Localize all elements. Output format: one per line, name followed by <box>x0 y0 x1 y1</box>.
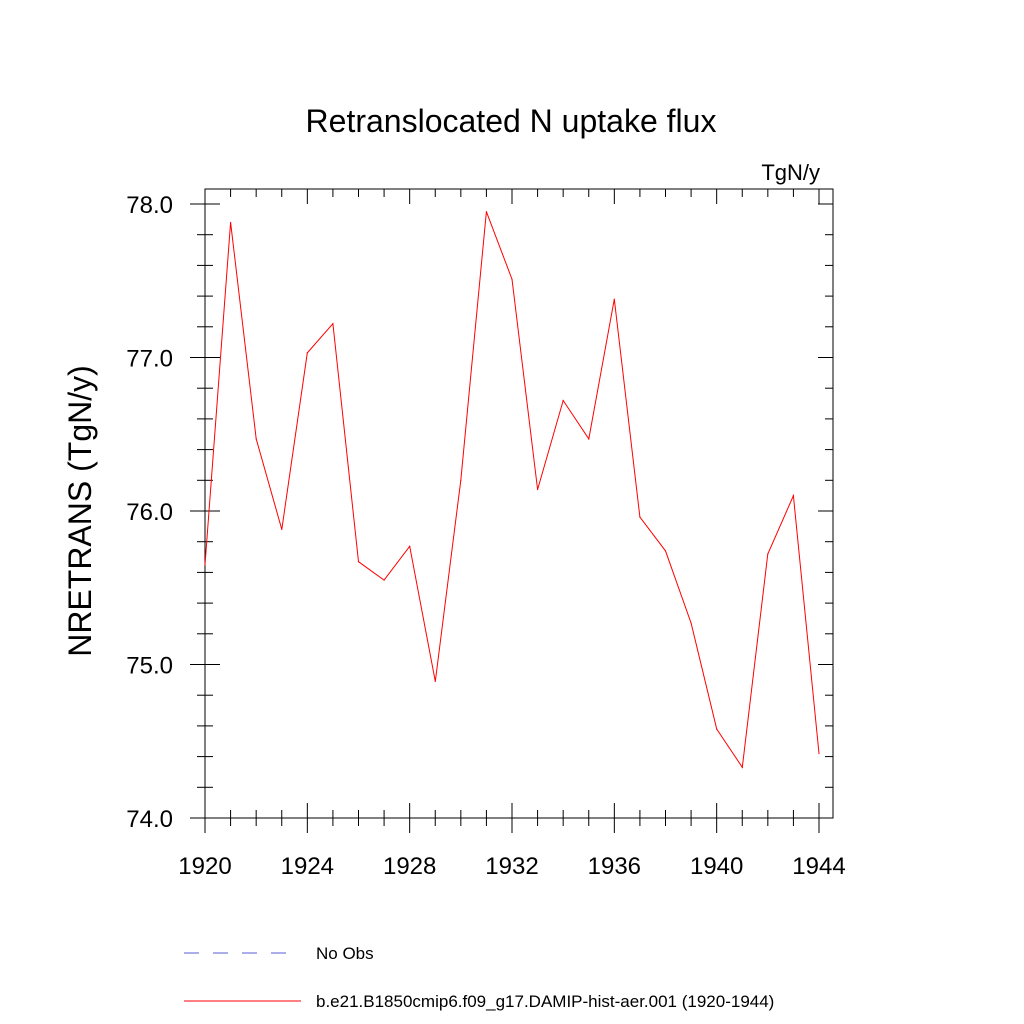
data-point <box>434 680 436 682</box>
data-point <box>511 278 513 280</box>
axis-ticks <box>190 189 833 833</box>
data-point <box>485 211 488 213</box>
data-point <box>409 545 411 547</box>
series-points <box>204 211 820 768</box>
x-tick-label: 1936 <box>588 853 641 880</box>
chart-title: Retranslocated N uptake flux <box>306 103 717 139</box>
data-point <box>588 438 590 440</box>
y-tick-label: 78.0 <box>126 192 173 219</box>
data-point <box>562 399 564 402</box>
data-point <box>281 528 283 531</box>
y-tick-label: 76.0 <box>126 499 173 526</box>
x-tick-label: 1924 <box>281 853 334 880</box>
data-point <box>332 323 334 325</box>
data-point <box>460 479 462 481</box>
data-point <box>357 561 360 563</box>
data-point <box>767 553 769 555</box>
data-point <box>229 221 232 224</box>
data-point <box>383 579 385 581</box>
data-point <box>690 622 692 624</box>
x-tick-label: 1928 <box>383 853 436 880</box>
x-tick-label: 1932 <box>485 853 538 880</box>
data-point <box>792 495 795 497</box>
y-axis-label: NRETRANS (TgN/y) <box>62 365 98 657</box>
data-point <box>536 488 539 491</box>
x-tick-label: 1940 <box>690 853 743 880</box>
data-point <box>818 752 820 755</box>
data-point <box>613 298 615 300</box>
y-tick-label: 77.0 <box>126 346 173 373</box>
data-point <box>204 564 206 566</box>
x-tick-labels: 1920 1924 1928 1932 1936 1940 1944 <box>178 853 845 880</box>
y-tick-label: 74.0 <box>126 806 173 833</box>
y-tick-label: 75.0 <box>126 653 173 680</box>
data-point <box>716 728 718 730</box>
data-point <box>639 516 641 518</box>
plot-frame <box>204 188 834 819</box>
data-point <box>664 550 667 552</box>
x-tick-label: 1944 <box>792 853 845 880</box>
data-point <box>741 766 743 768</box>
legend-no-obs-label: No Obs <box>316 944 374 963</box>
data-point <box>255 438 257 440</box>
data-point <box>306 352 308 354</box>
x-tick-label: 1920 <box>178 853 231 880</box>
legend-series-label: b.e21.B1850cmip6.f09_g17.DAMIP-hist-aer.… <box>316 992 774 1011</box>
units-label: TgN/y <box>761 160 820 185</box>
y-tick-labels: 74.0 75.0 76.0 77.0 78.0 <box>126 192 173 833</box>
series-line <box>204 211 820 769</box>
